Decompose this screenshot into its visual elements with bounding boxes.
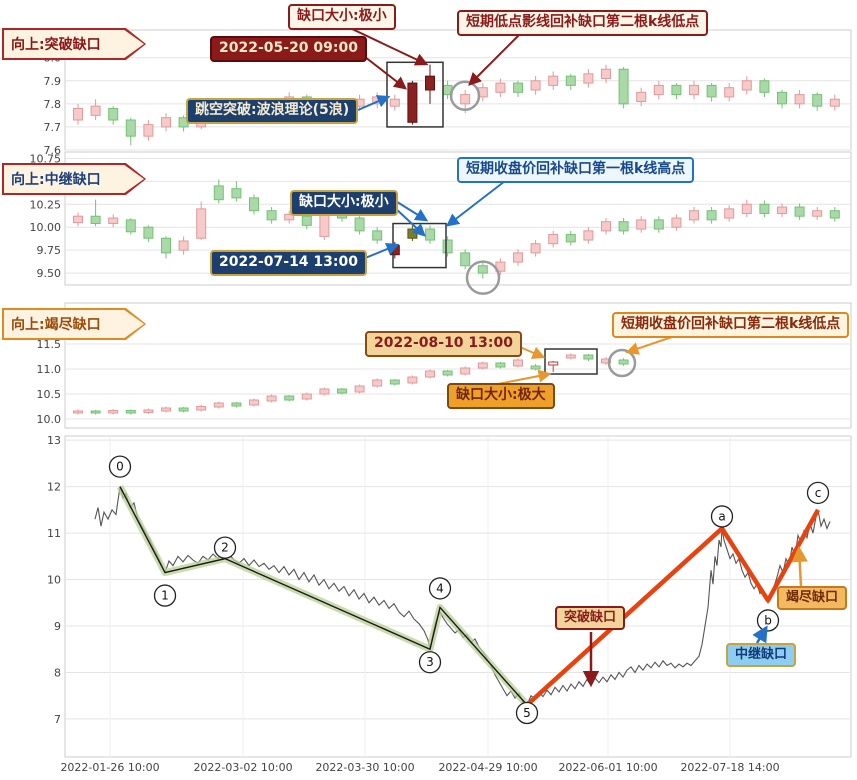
panel2-gap-fill-annotation: 短期收盘价回补缺口第一根k线高点 — [457, 157, 695, 183]
svg-text:12: 12 — [47, 481, 61, 494]
panel1-direction-tag: 向上:突破缺口 — [2, 28, 146, 60]
svg-text:11.5: 11.5 — [37, 338, 62, 351]
svg-text:13: 13 — [47, 434, 61, 447]
svg-text:7.8: 7.8 — [44, 98, 62, 111]
panel1-timestamp-annotation: 2022-05-20 09:00 — [210, 36, 367, 62]
svg-text:0: 0 — [116, 460, 124, 474]
panel2-direction-label: 向上:中继缺口 — [11, 172, 101, 188]
svg-text:10.5: 10.5 — [37, 388, 62, 401]
panel4-breakout-gap-label: 突破缺口 — [555, 606, 626, 631]
svg-text:a: a — [718, 509, 725, 523]
svg-text:2: 2 — [221, 541, 229, 555]
svg-text:b: b — [764, 613, 772, 627]
panel4-exhaustion-gap-label: 竭尽缺口 — [777, 586, 848, 611]
svg-text:10.75: 10.75 — [30, 152, 62, 165]
svg-text:2022-06-01 10:00: 2022-06-01 10:00 — [558, 761, 657, 774]
svg-text:10.25: 10.25 — [30, 198, 62, 211]
svg-text:1: 1 — [161, 589, 169, 603]
svg-text:10.00: 10.00 — [30, 221, 62, 234]
panel3-timestamp-annotation: 2022-08-10 13:00 — [365, 331, 522, 357]
svg-text:2022-04-29 10:00: 2022-04-29 10:00 — [438, 761, 537, 774]
svg-text:5: 5 — [523, 706, 531, 720]
panel3-gap-fill-annotation: 短期收盘价回补缺口第二根k线低点 — [612, 312, 850, 338]
svg-text:7.7: 7.7 — [44, 121, 62, 134]
svg-text:c: c — [815, 486, 822, 500]
svg-text:11: 11 — [47, 527, 61, 540]
panel1-gap-fill-annotation: 短期低点影线回补缺口第二根k线低点 — [457, 10, 709, 36]
panel3-gap-size-annotation: 缺口大小:极大 — [447, 383, 555, 409]
panel4-continuation-gap-label: 中继缺口 — [726, 643, 797, 668]
panel1-gap-size-annotation: 缺口大小:极小 — [288, 4, 396, 30]
panel1-breakout-wave-annotation: 跳空突破:波浪理论(5浪) — [186, 98, 359, 124]
svg-text:2022-07-18 14:00: 2022-07-18 14:00 — [680, 761, 779, 774]
svg-text:10: 10 — [47, 574, 61, 587]
panel3-direction-tag: 向上:竭尽缺口 — [2, 308, 146, 340]
panel2-timestamp-annotation: 2022-07-14 13:00 — [210, 250, 367, 276]
svg-text:2022-01-26 10:00: 2022-01-26 10:00 — [60, 761, 159, 774]
svg-text:9: 9 — [54, 620, 61, 633]
svg-text:11.0: 11.0 — [37, 363, 62, 376]
panel1-direction-label: 向上:突破缺口 — [11, 37, 101, 53]
svg-text:7.9: 7.9 — [44, 75, 62, 88]
svg-text:8: 8 — [54, 666, 61, 679]
svg-text:7.6: 7.6 — [44, 144, 62, 157]
svg-text:4: 4 — [436, 581, 444, 595]
svg-text:2022-03-02 10:00: 2022-03-02 10:00 — [193, 761, 292, 774]
svg-text:9.75: 9.75 — [37, 244, 62, 257]
svg-text:3: 3 — [426, 655, 434, 669]
svg-text:10.0: 10.0 — [37, 413, 62, 426]
svg-text:2022-03-30 10:00: 2022-03-30 10:00 — [315, 761, 414, 774]
svg-text:9.50: 9.50 — [37, 267, 62, 280]
panel3-direction-label: 向上:竭尽缺口 — [11, 317, 101, 333]
panel2-gap-size-annotation: 缺口大小:极小 — [290, 190, 398, 216]
panel2-direction-tag: 向上:中继缺口 — [2, 163, 146, 195]
svg-text:7: 7 — [54, 713, 61, 726]
